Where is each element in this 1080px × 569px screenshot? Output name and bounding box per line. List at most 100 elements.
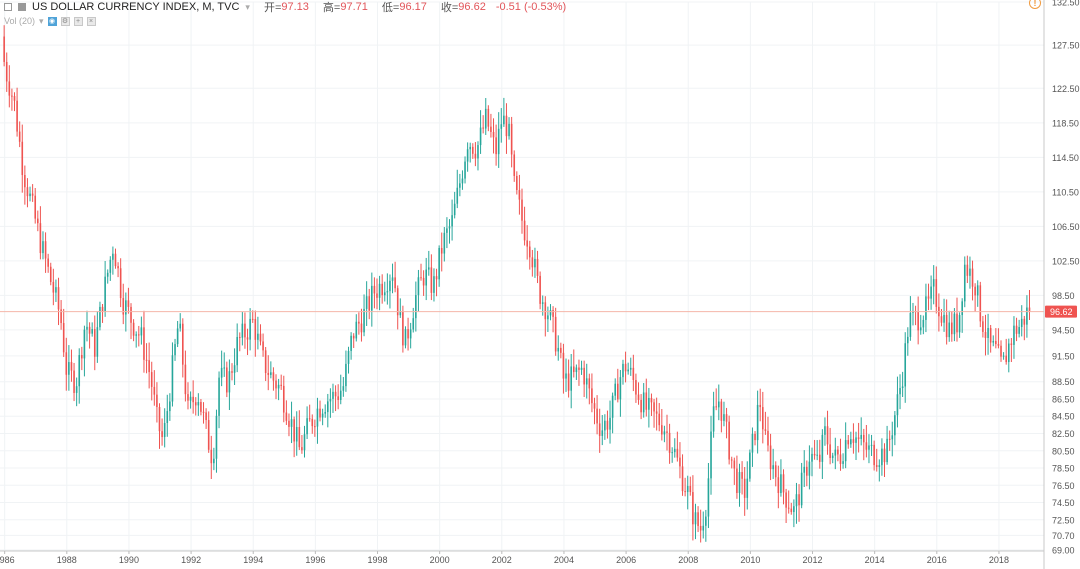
candle-body xyxy=(68,362,70,375)
candle-body xyxy=(826,426,829,445)
candle-body xyxy=(640,399,642,413)
candle-body xyxy=(736,468,738,493)
candle-body xyxy=(754,433,756,441)
candle-body xyxy=(583,367,585,385)
time-axis: 1986 1988 1990 1992 1994 1996 1998 2000 2002 2004… xyxy=(0,550,1044,565)
price-axis: 69.00 70.70 72.50 74.50 76.50 78.50 80.50 82.50… xyxy=(1043,0,1080,569)
candle-body xyxy=(570,366,572,391)
price-tick-label: 88.50 xyxy=(1052,377,1075,387)
candle-body xyxy=(34,195,37,219)
candle-body xyxy=(606,420,609,430)
time-tick-label: 2000 xyxy=(430,555,450,565)
candle-body xyxy=(93,329,96,357)
candle-body xyxy=(518,190,521,200)
candle-body xyxy=(215,415,218,459)
candle-body xyxy=(1002,355,1005,357)
candle-body xyxy=(547,315,549,320)
candle-body xyxy=(363,308,365,333)
candle-body xyxy=(184,364,187,395)
candle-body xyxy=(648,397,650,410)
candle-body xyxy=(267,372,270,375)
candle-body xyxy=(122,298,125,315)
candle-body xyxy=(510,123,513,155)
symbol-color-icon xyxy=(18,3,26,11)
candle-body xyxy=(259,333,262,342)
candle-body xyxy=(692,492,694,525)
candle-body xyxy=(368,296,371,311)
candle-body xyxy=(907,336,909,344)
time-tick-label: 1990 xyxy=(119,555,139,565)
symbol-title[interactable]: US DOLLAR CURRENCY INDEX, M, TVC xyxy=(32,1,240,13)
candle-body xyxy=(886,438,888,463)
candle-body xyxy=(459,183,461,188)
candle-body xyxy=(617,383,619,400)
candle-body xyxy=(932,279,935,287)
candle-body xyxy=(350,335,352,351)
candle-body xyxy=(883,448,886,463)
symbol-dropdown-icon[interactable]: ▾ xyxy=(245,1,250,12)
candle-body xyxy=(860,434,862,439)
candle-body xyxy=(96,327,99,357)
candle-body xyxy=(143,327,145,360)
candle-body xyxy=(549,310,552,316)
candle-body xyxy=(627,369,629,372)
candle-body xyxy=(1010,343,1013,345)
candle-body xyxy=(347,350,350,364)
candle-body xyxy=(536,258,539,276)
candle-body xyxy=(655,411,658,414)
time-tick-label: 2008 xyxy=(678,555,698,565)
candle-body xyxy=(448,226,451,229)
candle-body xyxy=(503,115,505,125)
candle-body xyxy=(176,328,179,345)
candle-body xyxy=(365,296,368,309)
candle-body xyxy=(101,306,104,313)
candle-body xyxy=(104,276,106,313)
candle-body xyxy=(730,459,733,461)
candle-body xyxy=(378,283,381,298)
candle-body xyxy=(663,431,666,435)
candle-body xyxy=(479,127,482,146)
candle-body xyxy=(544,302,547,320)
candle-body xyxy=(218,377,220,416)
candle-body xyxy=(702,525,705,531)
candle-body xyxy=(816,454,818,456)
candle-body xyxy=(223,367,226,369)
candle-body xyxy=(1007,343,1010,363)
candle-body xyxy=(200,402,202,412)
candle-body xyxy=(332,391,334,399)
settings-icon[interactable]: ⚙ xyxy=(60,16,70,26)
candle-body xyxy=(324,412,327,414)
more-icon[interactable]: + xyxy=(73,16,83,26)
candle-body xyxy=(818,454,821,462)
candle-body xyxy=(531,257,534,268)
price-tick-label: 110.50 xyxy=(1052,187,1079,197)
candle-body xyxy=(298,427,301,448)
candle-body xyxy=(917,311,919,331)
candle-body xyxy=(1000,345,1002,357)
volume-dropdown-icon[interactable]: ▾ xyxy=(39,15,44,26)
candle-body xyxy=(91,329,93,334)
candle-body xyxy=(598,423,601,436)
candle-body xyxy=(47,258,49,267)
candle-body xyxy=(963,264,966,302)
candle-body xyxy=(642,392,645,413)
candle-body xyxy=(246,337,249,340)
time-tick-label: 1988 xyxy=(57,555,77,565)
volume-label[interactable]: Vol (20) xyxy=(4,16,36,26)
collapse-icon[interactable] xyxy=(4,3,12,11)
candle-body xyxy=(52,281,55,293)
alert-icon[interactable]: ! xyxy=(1029,0,1041,9)
close-icon[interactable]: × xyxy=(86,16,96,26)
price-tick-label: 82.50 xyxy=(1052,429,1075,439)
candle-body xyxy=(383,292,386,296)
high-label: 高= xyxy=(322,2,341,14)
candle-body xyxy=(37,218,39,224)
candle-body xyxy=(272,372,275,381)
candle-body xyxy=(629,367,632,370)
candle-body xyxy=(24,175,26,188)
candle-body xyxy=(585,378,588,385)
candle-body xyxy=(526,240,528,247)
visibility-icon[interactable]: ◉ xyxy=(47,16,57,26)
